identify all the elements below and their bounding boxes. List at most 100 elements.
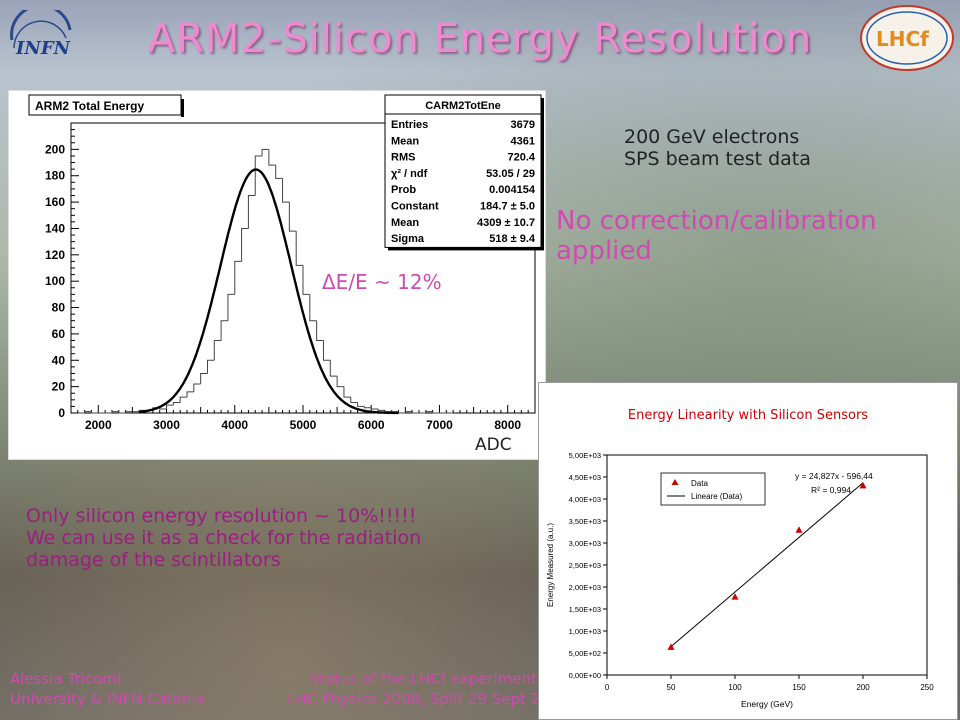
histogram-bin (227, 293, 235, 321)
beam-info-line2: SPS beam test data (624, 148, 811, 170)
histogram-bin (309, 294, 317, 322)
lin-x-tick-label: 250 (920, 683, 934, 692)
y-tick-label: 0 (58, 406, 65, 420)
histogram-bin (329, 360, 338, 377)
y-tick-label: 200 (45, 142, 65, 156)
stats-row-label: Mean (391, 135, 419, 147)
x-tick-label: 6000 (358, 418, 385, 432)
lin-x-tick-label: 150 (792, 683, 806, 692)
histogram-bin (125, 411, 133, 413)
lin-y-tick-label: 5,00E+02 (569, 649, 601, 658)
stats-row-label: χ² / ndf (391, 168, 428, 180)
histogram-bin (288, 202, 297, 232)
stats-row-value: 184.7 ± 5.0 (480, 201, 535, 213)
stats-row-label: RMS (391, 152, 415, 164)
histogram-bin (316, 320, 324, 341)
stats-row-label: Mean (391, 217, 419, 229)
histogram-bin (261, 148, 269, 156)
y-tick-label: 140 (45, 221, 65, 235)
legend-data-label: Data (691, 479, 708, 488)
footer-author-affiliation: University & INFN Catania (10, 690, 205, 708)
linearity-chart: Energy Linearity with Silicon Sensors 0,0… (538, 382, 958, 720)
histogram-bin (186, 391, 194, 398)
linearity-title: Energy Linearity with Silicon Sensors (628, 408, 868, 423)
histogram-bin (322, 340, 331, 361)
histogram-bin (179, 396, 187, 403)
slide-title: ARM2-Silicon Energy Resolution (147, 16, 813, 62)
lin-x-tick-label: 200 (856, 683, 870, 692)
lin-y-tick-label: 4,50E+03 (569, 473, 601, 482)
footer-author: Alessia Tricomi University & INFN Catani… (10, 669, 205, 709)
legend-fit-label: Lineare (Data) (691, 492, 742, 501)
lin-y-tick-label: 4,00E+03 (569, 495, 601, 504)
stats-row-value: 0.004154 (489, 184, 536, 196)
x-tick-label: 7000 (426, 418, 453, 432)
histogram-title-shadow (181, 99, 184, 117)
lin-x-tick-label: 50 (667, 683, 676, 692)
stats-row-value: 3679 (511, 119, 535, 131)
lin-y-tick-label: 1,00E+03 (569, 627, 601, 636)
histogram-bin (370, 407, 379, 410)
histogram-bin (268, 149, 276, 166)
histogram-bin (357, 402, 365, 407)
lin-legend-box (660, 472, 766, 506)
silicon-note: Only silicon energy resolution ~ 10%!!!!… (26, 505, 421, 571)
lin-y-tick-label: 3,00E+03 (569, 539, 601, 548)
histogram-bin (241, 227, 249, 262)
y-tick-label: 80 (52, 301, 66, 315)
x-tick-label: 4000 (221, 418, 248, 432)
x-tick-label: 5000 (290, 418, 317, 432)
resolution-label: ΔE/E ~ 12% (322, 270, 442, 294)
y-tick-label: 60 (52, 327, 66, 341)
footer-author-name: Alessia Tricomi (10, 670, 121, 688)
data-point (667, 643, 675, 650)
lhcf-logo: LHCf (860, 5, 954, 71)
lin-y-tick-label: 5,00E+03 (569, 451, 601, 460)
beam-info-line1: 200 GeV electrons (624, 126, 800, 148)
y-tick-label: 160 (45, 195, 65, 209)
silicon-note-line1: Only silicon energy resolution ~ 10%!!!!… (26, 505, 417, 527)
lin-y-tick-label: 0,00E+00 (569, 671, 601, 680)
linear-fit-line (670, 482, 864, 648)
adc-axis-label: ADC (475, 435, 512, 455)
data-point (731, 593, 739, 600)
histogram-bin (302, 265, 310, 295)
stats-row-value: 4309 ± 10.7 (477, 217, 535, 229)
lin-x-axis-label: Energy (GeV) (741, 699, 793, 709)
data-point (859, 481, 867, 489)
histogram-title: ARM2 Total Energy (35, 99, 144, 113)
infn-logo: INFN (10, 10, 72, 59)
lin-x-tick-label: 0 (605, 683, 610, 692)
histogram-bin (234, 260, 242, 295)
no-correction-line1: No correction/calibration (556, 206, 877, 236)
footer-talk: Status of the LHCf experiment LHC Physic… (287, 669, 537, 709)
infn-logo-text: INFN (15, 38, 72, 59)
histogram-bin (90, 411, 99, 414)
y-tick-label: 180 (45, 169, 65, 183)
y-tick-label: 40 (52, 353, 66, 367)
lhcf-logo-text: LHCf (876, 27, 929, 51)
stats-box-name: CARM2TotEne (425, 100, 501, 112)
histogram-bin (377, 409, 385, 411)
stats-row-label: Prob (391, 184, 416, 196)
lin-x-tick-label: 100 (728, 683, 742, 692)
histogram-bin (363, 406, 372, 409)
histogram-bin (200, 372, 208, 384)
silicon-note-line2: We can use it as a check for the radiati… (26, 527, 422, 549)
y-tick-label: 120 (45, 248, 65, 262)
footer-talk-title: Status of the LHCf experiment (309, 670, 538, 688)
histogram-bin (213, 340, 222, 361)
histogram-bin (295, 231, 303, 266)
histogram-bin (193, 383, 201, 392)
lin-y-tick-label: 3,50E+03 (569, 517, 601, 526)
gaussian-fit-curve (139, 168, 399, 415)
stats-box (384, 94, 542, 248)
stats-row-value: 518 ± 9.4 (489, 233, 536, 245)
histogram-bin (350, 397, 358, 403)
x-tick-label: 8000 (494, 418, 521, 432)
y-tick-label: 100 (45, 274, 65, 288)
histogram-bin (282, 178, 290, 203)
histogram-bin (166, 404, 174, 410)
legend-data-marker (671, 479, 679, 485)
histogram-bin (247, 195, 256, 229)
